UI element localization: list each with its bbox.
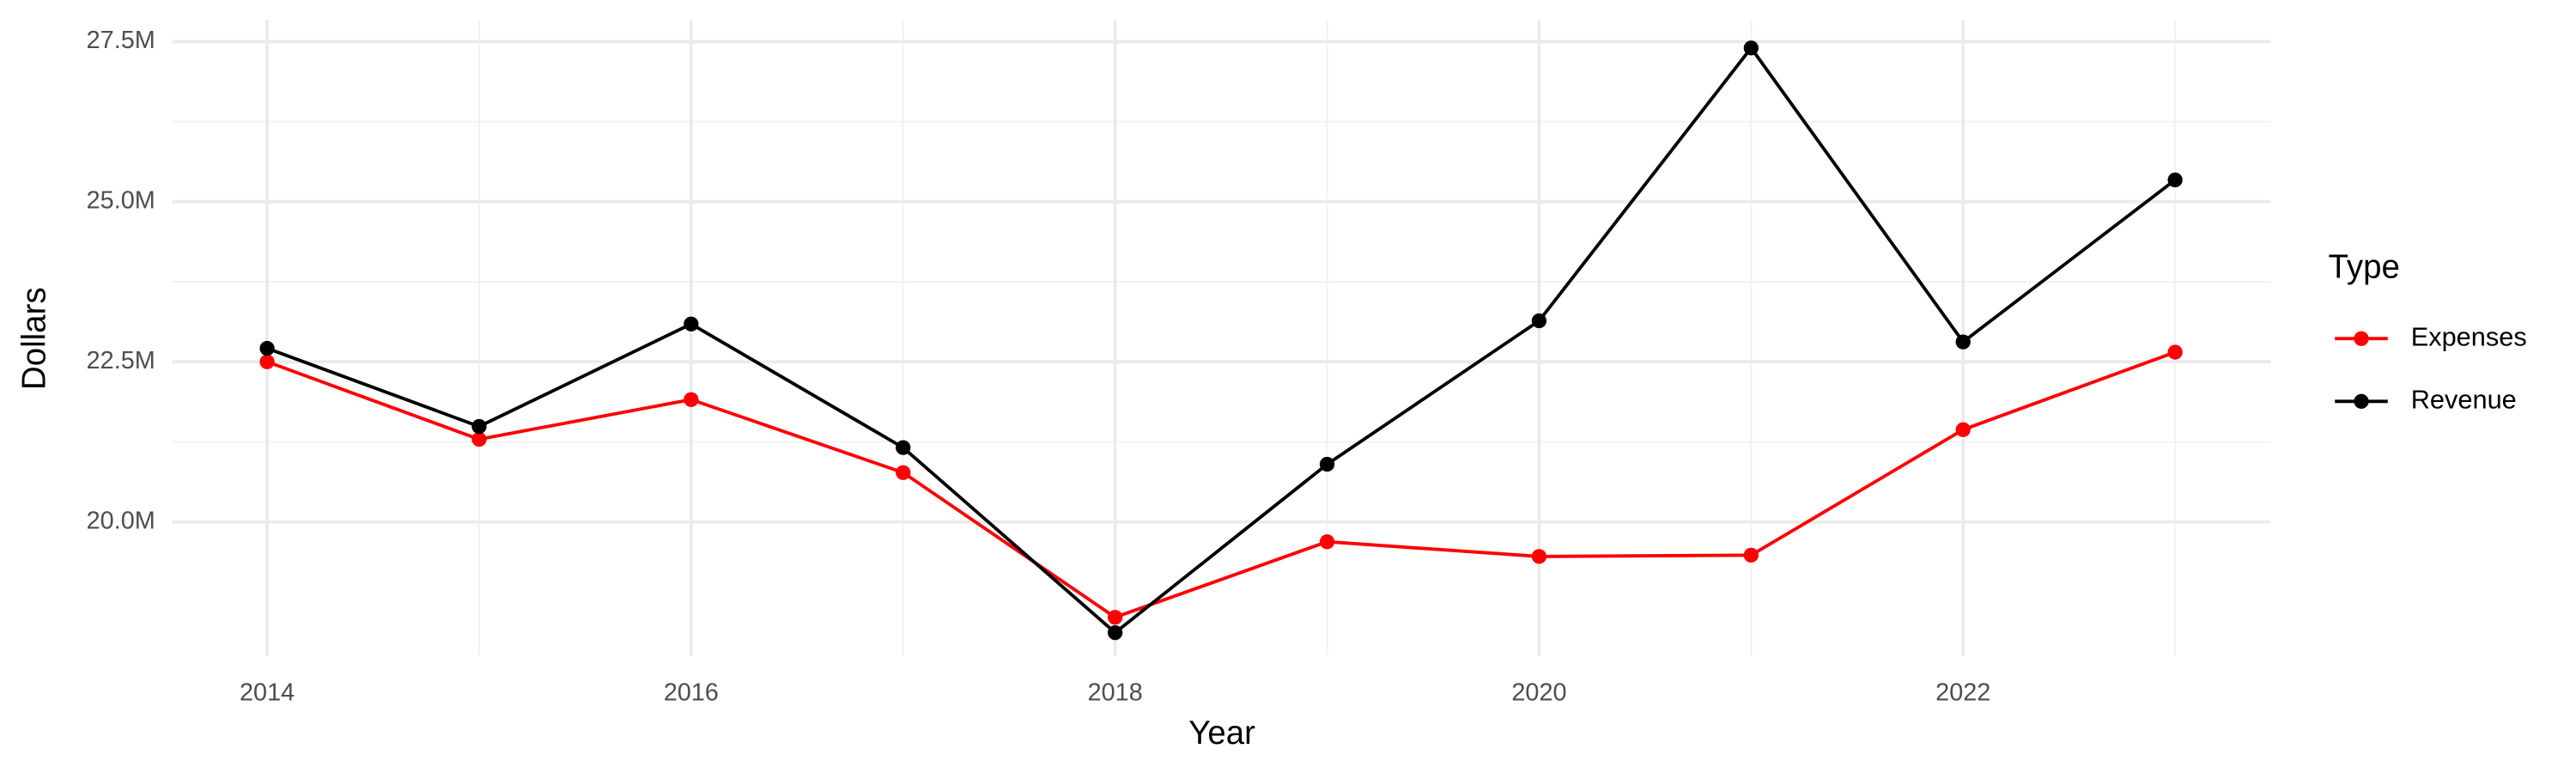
y-tick-label: 22.5M [87, 347, 155, 374]
data-point [896, 440, 911, 455]
y-tick-label: 25.0M [87, 186, 155, 214]
data-point [471, 431, 487, 447]
data-point [471, 418, 487, 435]
y-tick-label: 20.0M [87, 507, 155, 534]
series-line [266, 45, 2177, 636]
legend-key-point [2354, 331, 2369, 346]
data-point [1743, 547, 1759, 563]
x-tick-label: 2022 [1935, 679, 1990, 706]
y-tick-label: 27.5M [87, 27, 155, 54]
x-tick-label: 2020 [1511, 679, 1566, 706]
data-point [2167, 172, 2183, 188]
data-point [1743, 40, 1759, 56]
data-point [1531, 549, 1547, 564]
data-point [1108, 624, 1123, 641]
x-axis-title: Year [1188, 715, 1255, 752]
x-tick-label: 2014 [240, 679, 295, 706]
data-point [259, 354, 275, 369]
legend-label: Revenue [2411, 384, 2517, 414]
legend-key-point [2354, 393, 2369, 409]
data-point [259, 340, 275, 356]
data-point [2167, 344, 2183, 360]
data-point [1531, 313, 1547, 329]
x-tick-label: 2018 [1088, 679, 1143, 706]
data-point [1319, 534, 1335, 550]
x-tick-label: 2016 [664, 679, 719, 706]
data-point [683, 392, 699, 407]
y-axis-title: Dollars [15, 287, 52, 390]
data-point [1955, 422, 1971, 437]
data-point [1955, 334, 1971, 350]
series-line [266, 350, 2176, 619]
legend-title: Type [2329, 249, 2400, 286]
data-point [1319, 456, 1335, 472]
data-point [1108, 610, 1123, 625]
data-point [896, 465, 911, 480]
data-point [683, 316, 699, 332]
legend-label: Expenses [2411, 321, 2527, 351]
